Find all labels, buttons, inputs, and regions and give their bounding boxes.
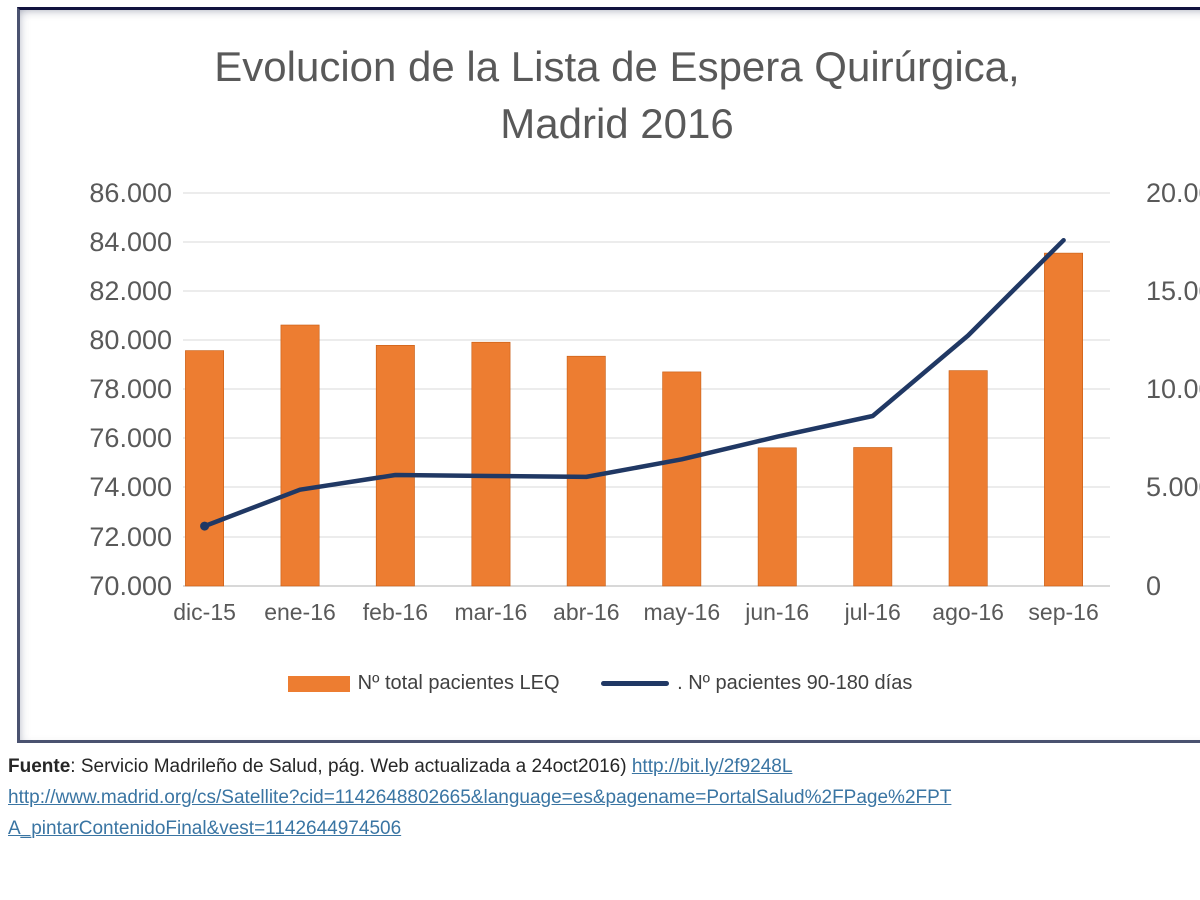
svg-text:jul-16: jul-16 [844, 599, 901, 625]
svg-text:sep-16: sep-16 [1028, 599, 1098, 625]
svg-text:dic-15: dic-15 [173, 599, 236, 625]
svg-text:80.000: 80.000 [89, 325, 172, 355]
svg-text:5.000: 5.000 [1146, 472, 1200, 502]
svg-text:76.000: 76.000 [89, 423, 172, 453]
svg-text:82.000: 82.000 [89, 276, 172, 306]
svg-text:70.000: 70.000 [89, 571, 172, 601]
svg-text:78.000: 78.000 [89, 374, 172, 404]
svg-text:mar-16: mar-16 [454, 599, 527, 625]
svg-text:86.000: 86.000 [89, 178, 172, 208]
svg-text:jun-16: jun-16 [744, 599, 809, 625]
svg-text:ene-16: ene-16 [264, 599, 336, 625]
svg-text:20.000: 20.000 [1146, 178, 1200, 208]
svg-text:10.000: 10.000 [1146, 374, 1200, 404]
svg-text:feb-16: feb-16 [363, 599, 428, 625]
svg-text:abr-16: abr-16 [553, 599, 619, 625]
svg-text:15.000: 15.000 [1146, 276, 1200, 306]
svg-text:72.000: 72.000 [89, 522, 172, 552]
svg-text:74.000: 74.000 [89, 472, 172, 502]
svg-text:may-16: may-16 [643, 599, 720, 625]
svg-text:84.000: 84.000 [89, 227, 172, 257]
svg-text:ago-16: ago-16 [932, 599, 1004, 625]
svg-text:0: 0 [1146, 571, 1161, 601]
